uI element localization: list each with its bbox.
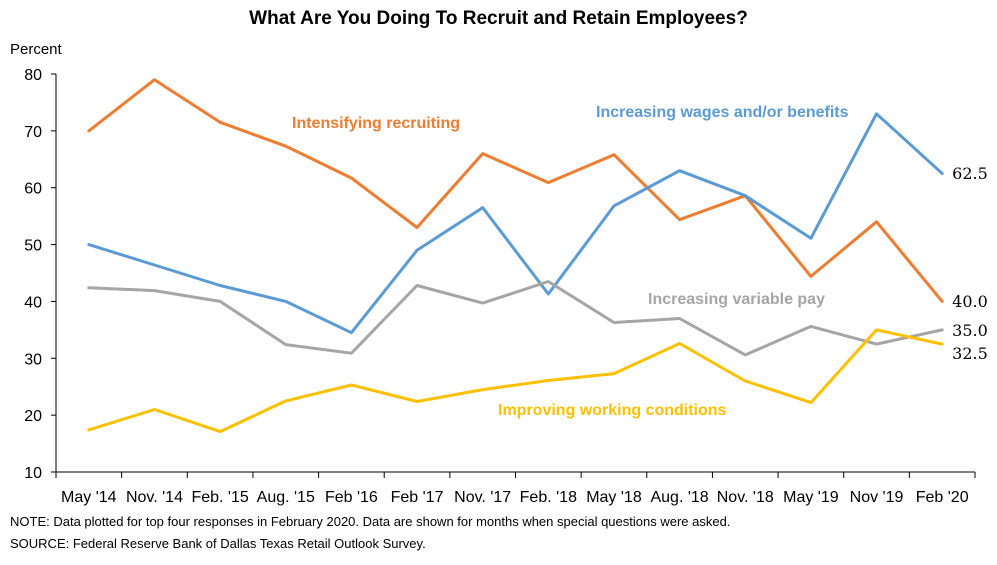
- x-tick-label: Nov. '17: [454, 489, 511, 506]
- y-tick-label: 30: [24, 351, 42, 368]
- series-label: Intensifying recruiting: [292, 115, 460, 132]
- x-tick-label: Aug. '18: [650, 489, 708, 506]
- x-tick-label: May '19: [783, 489, 839, 506]
- series-label: Increasing wages and/or benefits: [596, 104, 849, 121]
- x-tick-label: Feb '16: [325, 489, 378, 506]
- series-line-intensifying-recruiting: [87, 78, 944, 303]
- end-value-label: 40.0: [952, 292, 988, 311]
- x-tick-label: Feb. '15: [191, 489, 248, 506]
- y-tick-label: 60: [24, 181, 42, 198]
- series-label: Improving working conditions: [498, 402, 727, 419]
- series-label: Increasing variable pay: [648, 291, 825, 308]
- x-tick-label: Nov. '14: [126, 489, 183, 506]
- x-tick-label: Nov. '18: [717, 489, 774, 506]
- chart-source: SOURCE: Federal Reserve Bank of Dallas T…: [10, 536, 426, 551]
- series-lines: [87, 78, 944, 434]
- series-line-improving-working-conditions: [87, 328, 944, 434]
- x-tick-label: May '18: [586, 489, 642, 506]
- y-tick-label: 80: [24, 67, 42, 84]
- x-tick-label: Feb '17: [391, 489, 444, 506]
- x-tick-label: Nov '19: [850, 489, 904, 506]
- y-tick-label: 40: [24, 294, 42, 311]
- end-value-label: 32.5: [952, 344, 988, 363]
- y-axis-label: Percent: [10, 41, 63, 58]
- series-labels: Intensifying recruiting Increasing wages …: [292, 104, 988, 419]
- y-tick-label: 10: [24, 465, 42, 482]
- series-line-increasing-wages-and-or-benefits: [87, 112, 944, 335]
- x-tick-label: May '14: [61, 489, 117, 506]
- x-tick-label: Aug. '15: [257, 489, 315, 506]
- y-tick-label: 20: [24, 408, 42, 425]
- end-value-label: 35.0: [952, 321, 988, 340]
- y-tick-label: 50: [24, 238, 42, 255]
- x-tick-label: Feb. '18: [520, 489, 577, 506]
- axes: Percent 10 20 30 40 50 60 70 80 May '14 Nov. '14 Fe…: [10, 41, 976, 506]
- series-line-increasing-variable-pay: [87, 280, 944, 357]
- chart-note: NOTE: Data plotted for top four response…: [10, 514, 731, 529]
- x-tick-label: Feb '20: [916, 489, 969, 506]
- y-tick-label: 70: [24, 124, 42, 141]
- end-value-label: 62.5: [952, 164, 988, 183]
- chart-title: What Are You Doing To Recruit and Retain…: [249, 8, 748, 29]
